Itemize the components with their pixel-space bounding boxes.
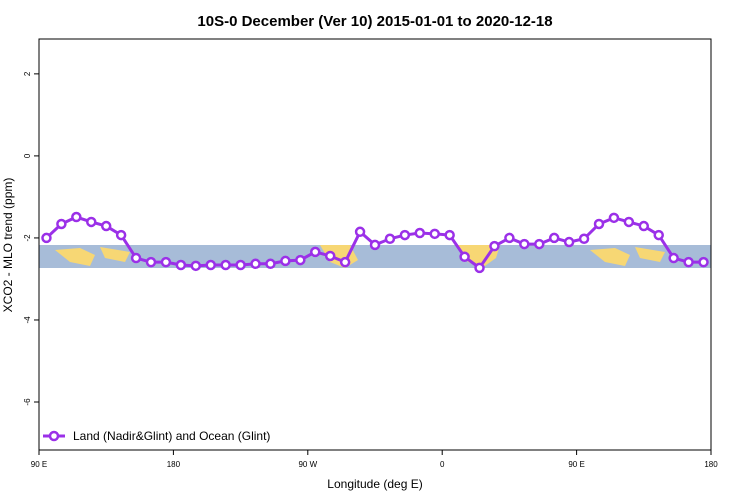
data-point <box>489 240 500 252</box>
x-tick-label: 90 E <box>568 460 584 469</box>
data-point <box>100 220 112 232</box>
data-point <box>56 218 67 230</box>
y-axis-label: XCO2 - MLO trend (ppm) <box>1 178 15 313</box>
data-point <box>653 229 664 241</box>
data-point <box>145 256 157 268</box>
data-point <box>130 252 142 264</box>
data-point <box>563 236 575 248</box>
x-axis-label: Longitude (deg E) <box>327 477 422 491</box>
data-point <box>534 238 545 250</box>
data-point <box>414 227 426 239</box>
data-point <box>175 259 187 271</box>
data-point <box>86 216 97 228</box>
data-point <box>474 262 485 274</box>
data-point <box>354 226 366 238</box>
data-point <box>235 259 246 271</box>
data-point <box>698 256 709 268</box>
data-point <box>384 233 396 245</box>
data-point <box>504 232 515 244</box>
data-point <box>295 254 306 266</box>
data-point <box>548 232 560 244</box>
x-tick-label: 0 <box>440 460 445 469</box>
data-point <box>41 232 52 244</box>
y-tick-label: -4 <box>23 316 32 324</box>
data-point <box>519 238 530 250</box>
data-point <box>683 256 694 268</box>
data-point <box>115 229 127 241</box>
x-tick-label: 90 E <box>31 460 47 469</box>
data-point <box>399 229 411 241</box>
data-point <box>160 256 172 268</box>
chart-title: 10S-0 December (Ver 10) 2015-01-01 to 20… <box>197 13 552 30</box>
data-point <box>220 259 231 271</box>
data-point <box>623 216 635 228</box>
data-point <box>578 233 590 245</box>
y-tick-label: 2 <box>23 71 32 76</box>
data-point <box>638 220 650 232</box>
data-point <box>608 212 620 224</box>
data-point <box>593 218 605 230</box>
legend-label: Land (Nadir&Glint) and Ocean (Glint) <box>73 429 270 443</box>
data-point <box>205 259 216 271</box>
data-point <box>71 211 82 223</box>
plot-frame <box>38 38 712 451</box>
data-point <box>280 255 291 267</box>
data-point <box>339 256 351 268</box>
data-point <box>190 260 202 272</box>
y-tick-label: -6 <box>23 398 32 406</box>
data-point <box>310 246 321 258</box>
data-point <box>668 252 679 264</box>
x-tick-label: 180 <box>704 460 718 469</box>
data-point <box>324 250 336 262</box>
x-tick-label: 180 <box>167 460 181 469</box>
data-point <box>369 239 381 251</box>
data-point <box>459 251 470 263</box>
data-point <box>250 258 261 270</box>
data-point <box>265 258 276 270</box>
legend-marker <box>48 430 60 442</box>
data-point <box>444 229 455 241</box>
y-tick-label: -2 <box>23 234 32 242</box>
x-tick-label: 90 W <box>298 460 317 469</box>
y-tick-label: 0 <box>23 153 32 158</box>
data-point <box>429 228 440 240</box>
